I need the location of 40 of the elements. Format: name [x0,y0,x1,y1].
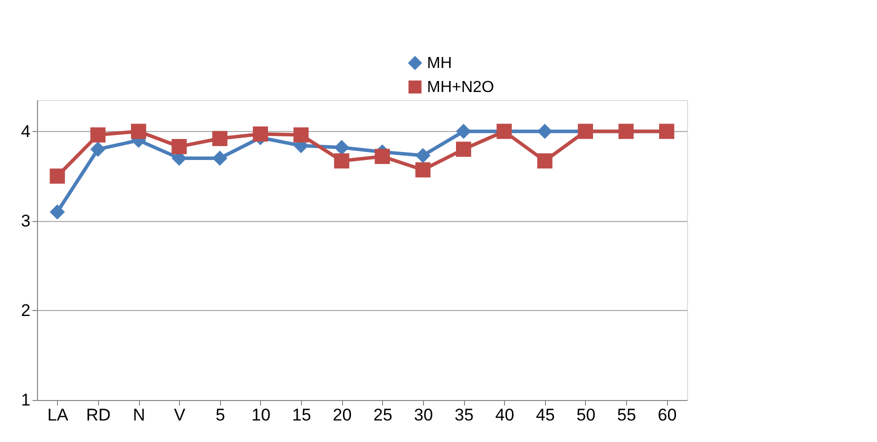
x-tick-label: 40 [495,406,514,424]
x-tick-label: 25 [373,406,392,424]
point [130,124,146,139]
point [212,150,228,166]
point [537,153,552,168]
legend-label: MH+N2O [427,79,494,96]
y-tick-label: 4 [21,122,30,141]
x-tick-label: LA [47,406,69,424]
x-tick-label: 5 [216,406,226,424]
x-tick-label: 60 [658,406,677,424]
point [537,124,552,139]
point [456,124,472,139]
x-tick-label: 50 [576,406,596,424]
x-tick-label: 45 [536,406,555,424]
point [50,204,65,220]
point [374,148,390,164]
point [334,140,350,156]
point [415,162,431,178]
x-tick-label: 10 [251,406,270,424]
point [90,127,106,143]
x-tick-label: 30 [414,406,433,424]
point [212,130,228,146]
legend-label: MH [427,55,452,72]
y-tick-label: 1 [21,390,30,410]
point [172,138,187,154]
y-tick-label: 2 [21,300,30,320]
point [293,127,309,143]
x-tick-label: 20 [332,406,352,424]
y-tick-label: 3 [21,211,30,230]
x-tick-label: V [174,406,186,424]
point [334,153,350,168]
point [90,142,106,157]
x-tick-label: N [132,406,146,424]
point [415,148,431,164]
point [50,168,65,184]
x-tick-label: 35 [454,406,474,424]
point [456,142,472,157]
x-tick-label: RD [86,406,111,424]
x-tick-label: 15 [292,406,312,424]
x-tick-label: 55 [617,406,636,424]
